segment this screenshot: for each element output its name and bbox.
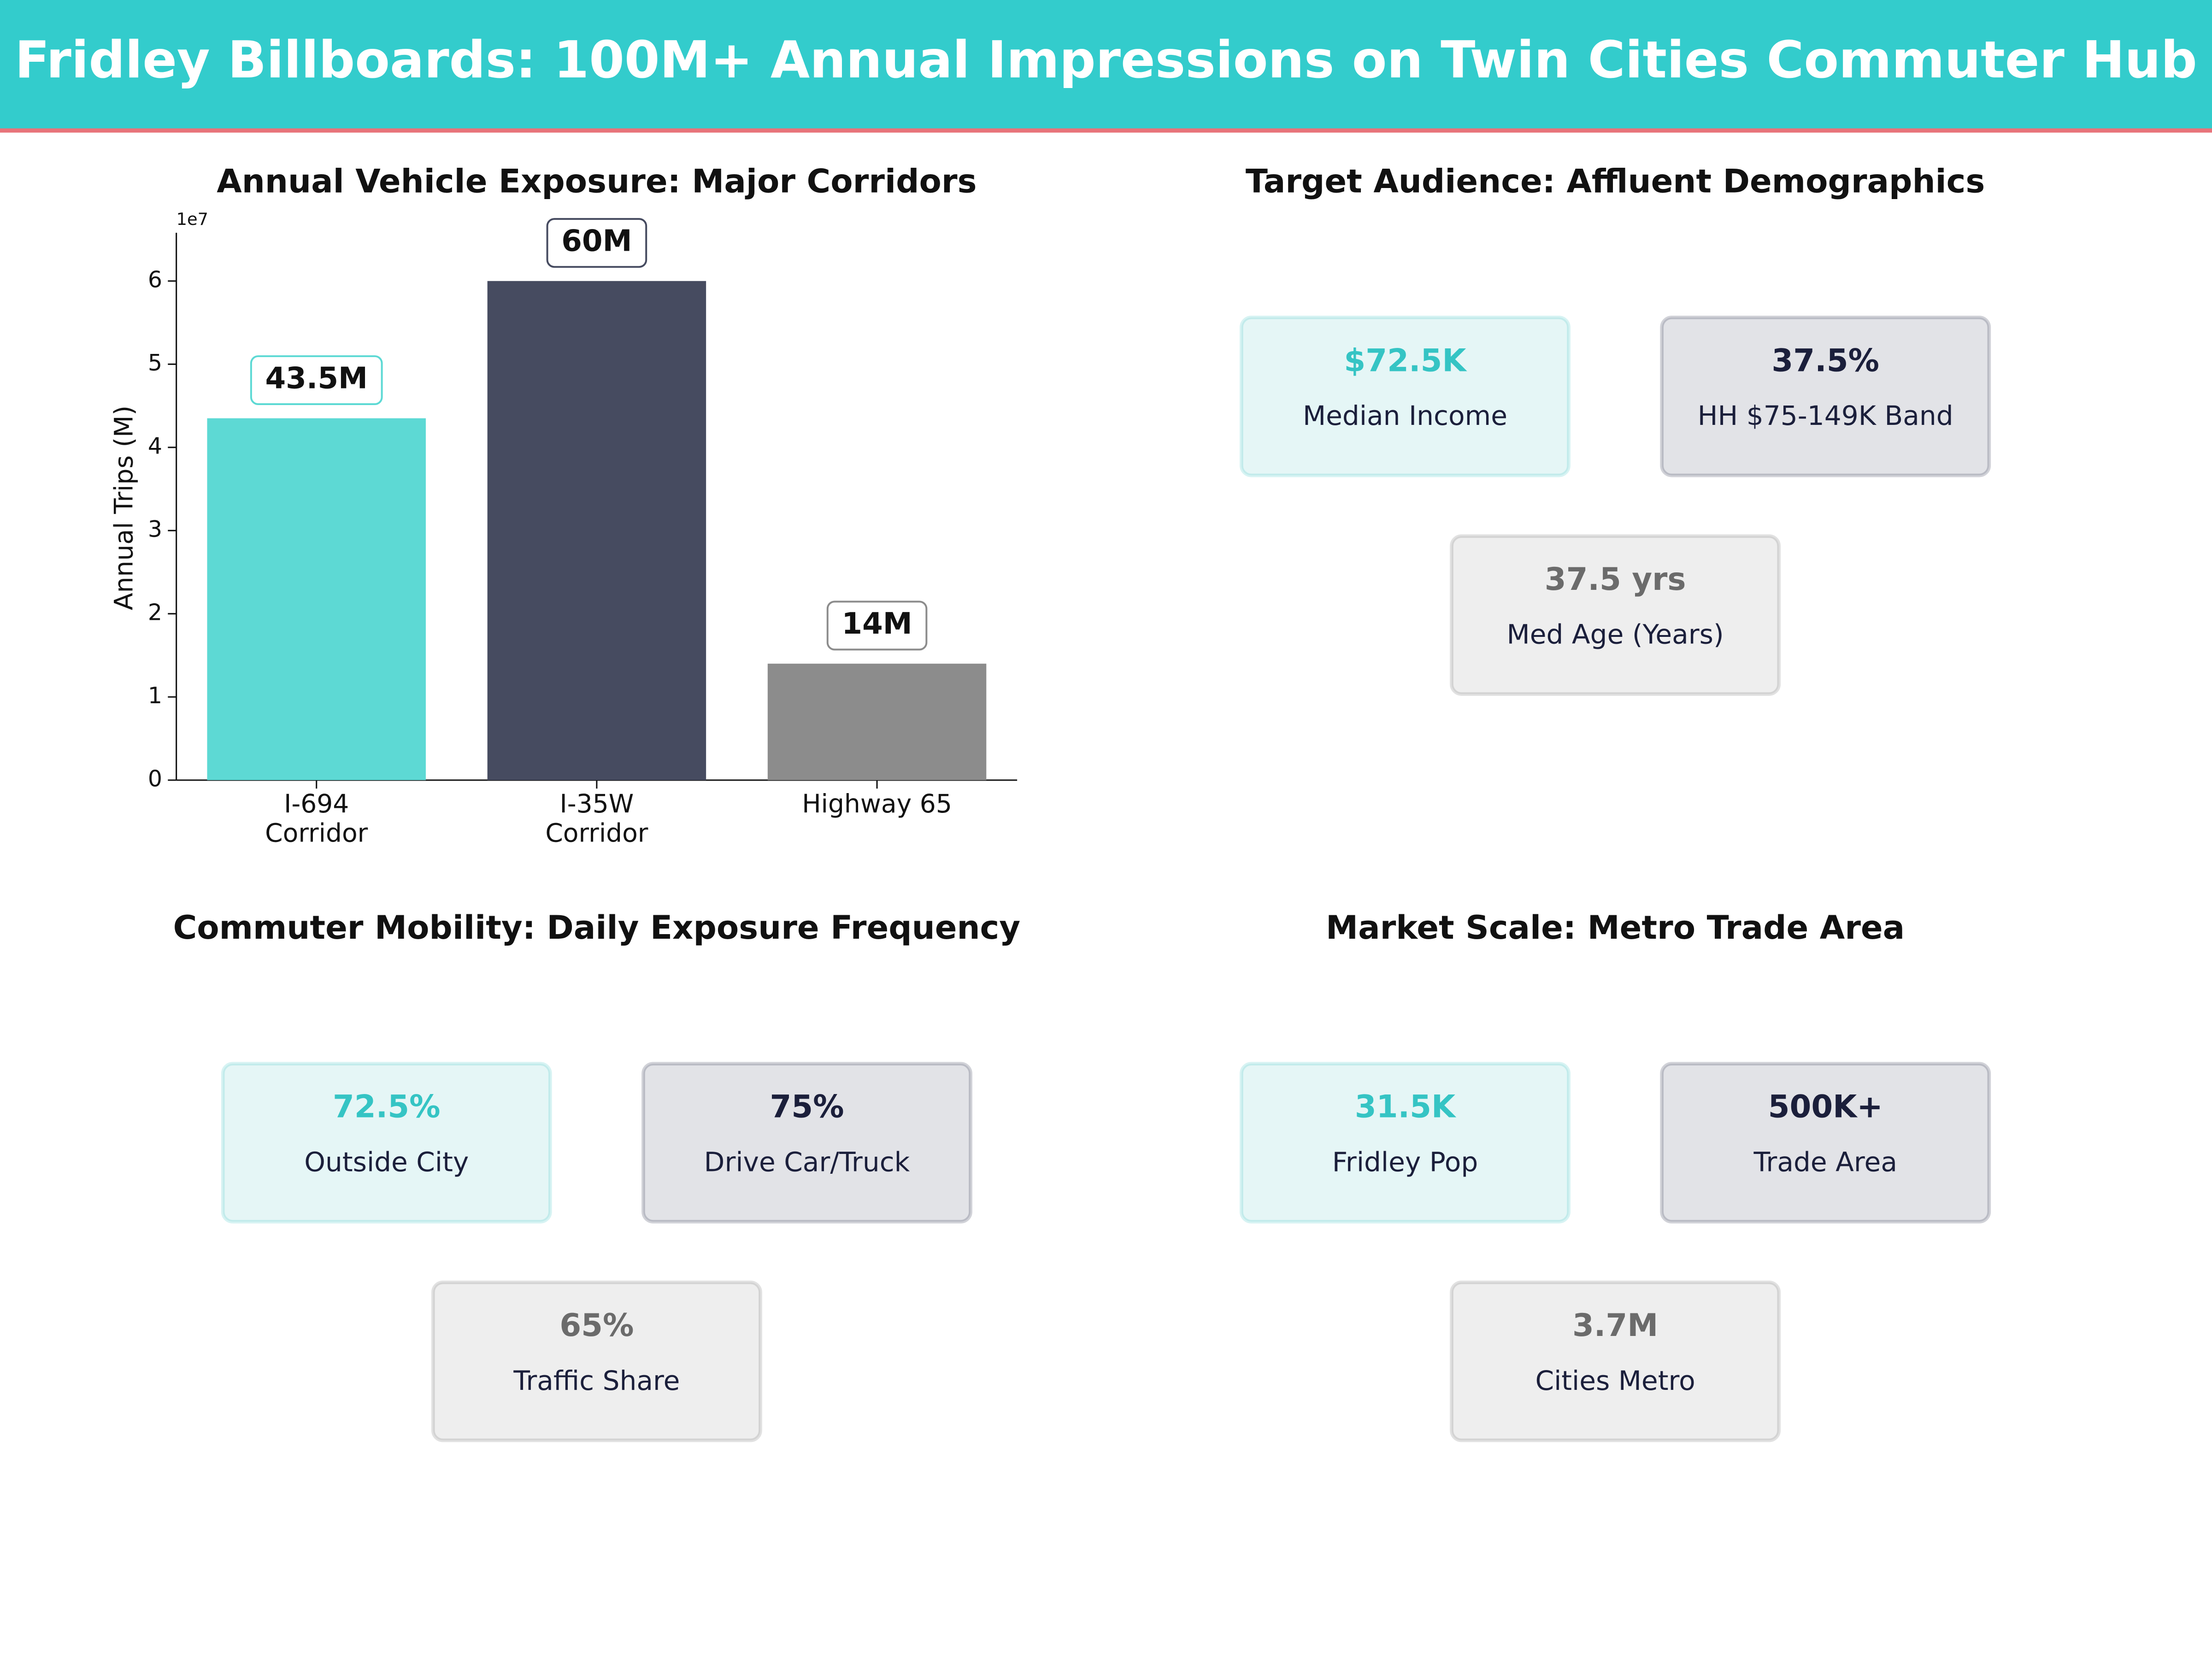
y-tick-label: 4 <box>148 433 162 459</box>
kpi-value: 37.5% <box>1771 342 1879 378</box>
kpi-card <box>1240 315 1571 477</box>
y-tick-label: 6 <box>148 266 162 293</box>
y-tick-label: 1 <box>148 682 162 709</box>
kpi-card <box>1450 1280 1781 1442</box>
kpi-card <box>1660 1062 1991 1224</box>
value-label-box <box>546 218 647 268</box>
kpi-label: Cities Metro <box>1535 1365 1695 1396</box>
chart-title: Annual Vehicle Exposure: Major Corridors <box>217 162 977 200</box>
panel-title: Market Scale: Metro Trade Area <box>1326 909 1905 947</box>
y-tick-label: 3 <box>148 516 162 542</box>
page-title: Fridley Billboards: 100M+ Annual Impress… <box>15 30 2197 89</box>
x-tick-label: I-694 Corridor <box>265 789 368 847</box>
kpi-value: 72.5% <box>333 1088 441 1125</box>
y-axis-label: Annual Trips (M) <box>109 406 139 610</box>
kpi-label: Drive Car/Truck <box>704 1147 910 1178</box>
y-tick-label: 5 <box>148 350 162 376</box>
x-tick-label: Highway 65 <box>802 789 952 818</box>
bar <box>767 664 987 780</box>
kpi-label: Outside City <box>304 1147 469 1178</box>
kpi-label: Median Income <box>1303 400 1507 431</box>
kpi-value: 75% <box>770 1088 844 1125</box>
kpi-label: Med Age (Years) <box>1507 619 1724 650</box>
header-rule <box>0 128 2212 133</box>
value-label: 43.5M <box>265 361 368 396</box>
kpi-value: 65% <box>559 1307 634 1343</box>
value-label: 14M <box>841 606 912 641</box>
value-label-box <box>826 600 928 651</box>
kpi-card <box>1660 315 1991 477</box>
bar <box>207 418 426 780</box>
y-tick-label: 2 <box>148 599 162 625</box>
bar <box>487 281 706 780</box>
kpi-value: 37.5 yrs <box>1545 561 1686 597</box>
kpi-value: 500K+ <box>1768 1088 1883 1125</box>
y-tick-label: 0 <box>148 765 162 792</box>
panel-title: Commuter Mobility: Daily Exposure Freque… <box>173 909 1021 947</box>
kpi-value: 31.5K <box>1355 1088 1457 1125</box>
kpi-label: Traffic Share <box>513 1365 680 1396</box>
kpi-label: HH $75-149K Band <box>1698 400 1953 431</box>
value-label-box <box>250 355 383 406</box>
kpi-card <box>1450 534 1781 696</box>
kpi-label: Trade Area <box>1753 1147 1897 1178</box>
panel-title: Target Audience: Affluent Demographics <box>1246 162 1985 200</box>
kpi-value: $72.5K <box>1344 342 1467 378</box>
x-tick-label: I-35W Corridor <box>545 789 648 847</box>
kpi-label: Fridley Pop <box>1332 1147 1478 1178</box>
kpi-card <box>221 1062 552 1224</box>
kpi-card <box>1240 1062 1571 1224</box>
y-offset-label: 1e7 <box>176 209 208 229</box>
kpi-value: 3.7M <box>1572 1307 1658 1343</box>
kpi-card <box>431 1280 762 1442</box>
value-label: 60M <box>561 224 632 259</box>
header-bar <box>0 0 2212 130</box>
kpi-card <box>641 1062 972 1224</box>
